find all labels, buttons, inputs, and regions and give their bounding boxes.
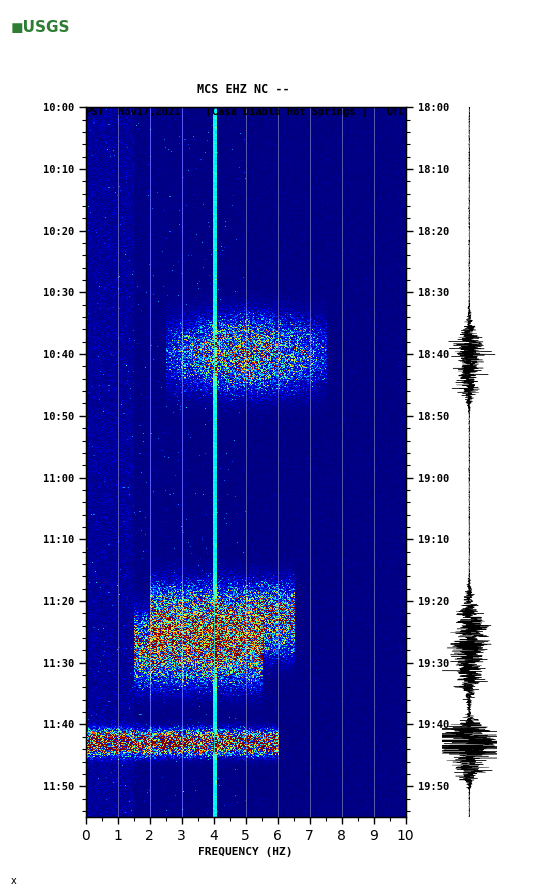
- Text: UTC: UTC: [387, 107, 406, 117]
- X-axis label: FREQUENCY (HZ): FREQUENCY (HZ): [198, 847, 293, 857]
- Text: ◼USGS: ◼USGS: [11, 20, 71, 35]
- Text: PST: PST: [86, 107, 104, 117]
- Text: MCS EHZ NC --: MCS EHZ NC --: [197, 82, 289, 96]
- Text: Nov17,2021    (Casa Diablo Hot Springs ): Nov17,2021 (Casa Diablo Hot Springs ): [118, 107, 368, 117]
- Text: x: x: [11, 876, 17, 886]
